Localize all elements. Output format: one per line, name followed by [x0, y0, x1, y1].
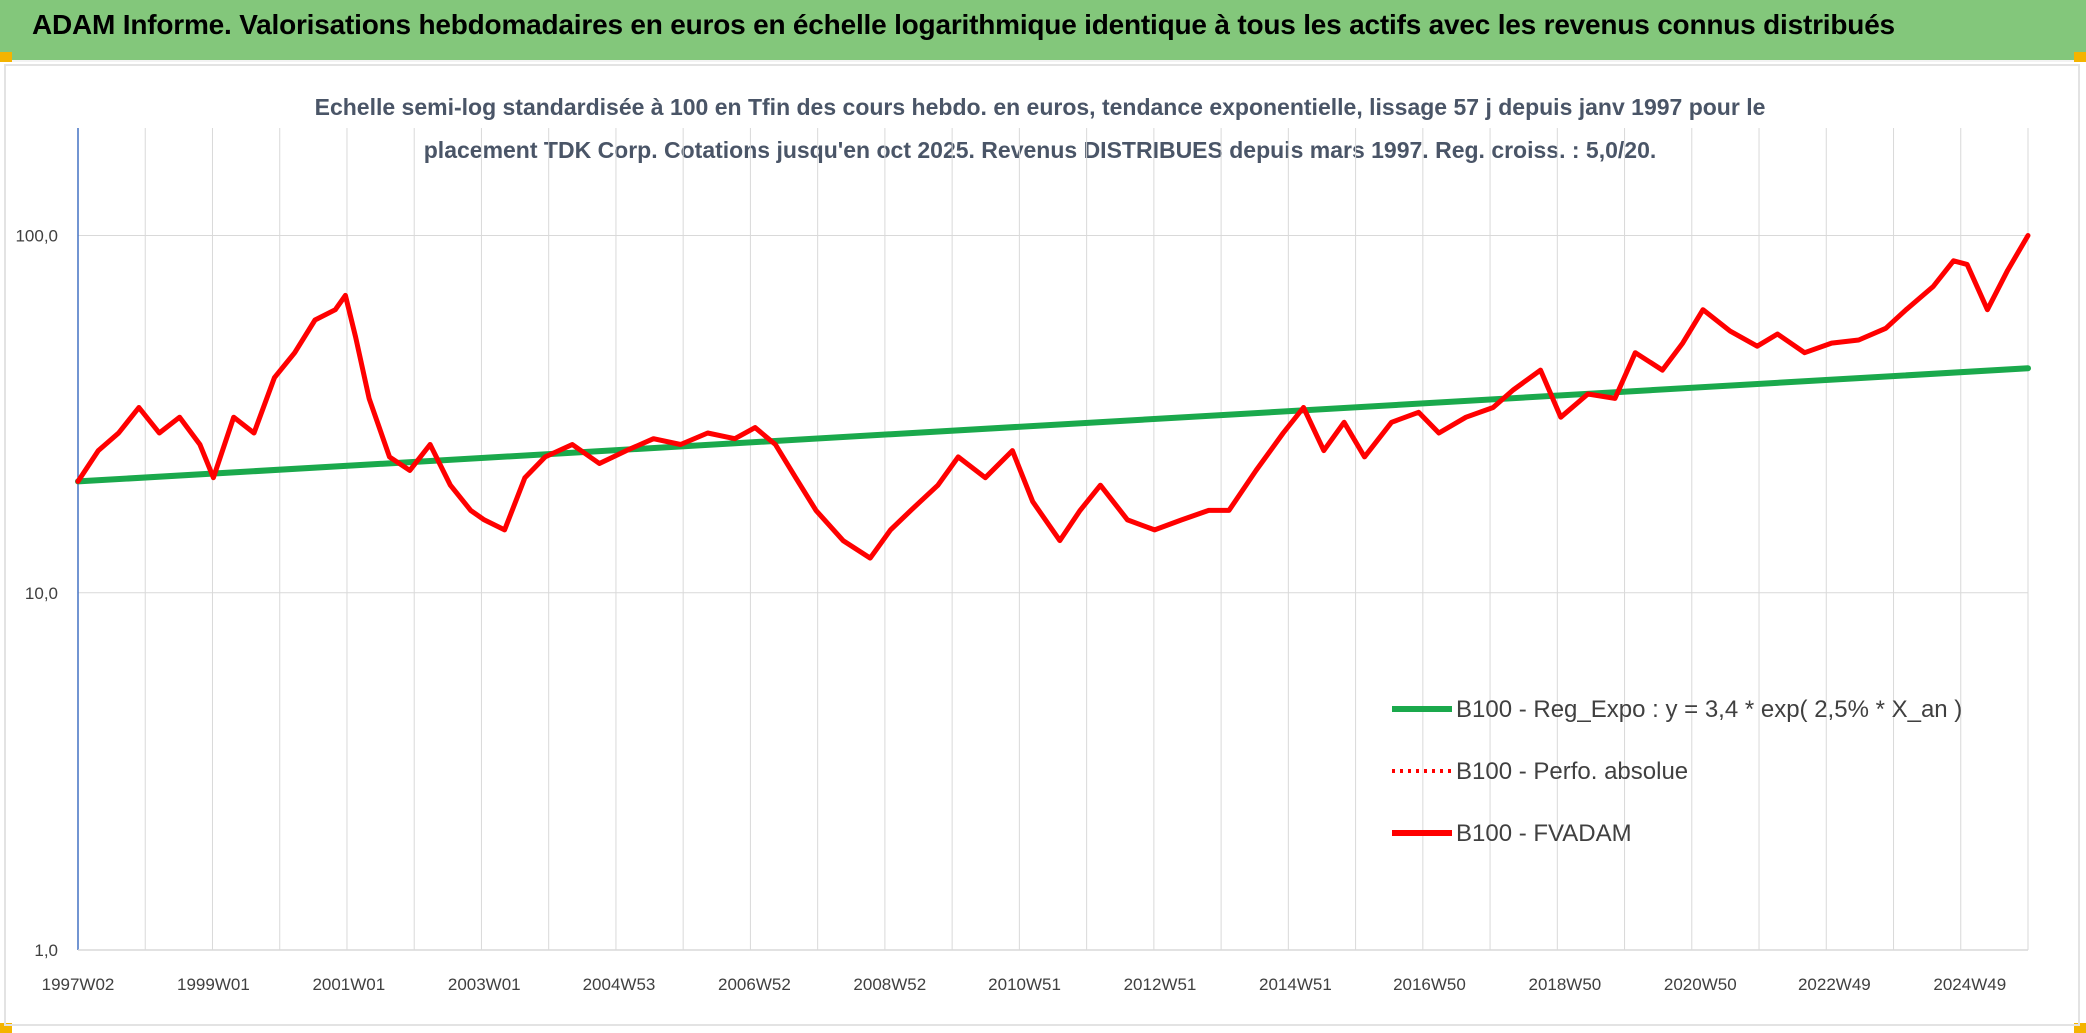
x-tick-label: 2006W52 [718, 975, 791, 994]
corner-accent-bottom-right [2074, 1023, 2086, 1033]
report-banner: ADAM Informe. Valorisations hebdomadaire… [0, 0, 2086, 62]
x-tick-label: 1999W01 [177, 975, 250, 994]
x-tick-label: 2018W50 [1528, 975, 1601, 994]
x-tick-label: 2008W52 [853, 975, 926, 994]
x-tick-label: 2004W53 [583, 975, 656, 994]
chart-title-line-2: placement TDK Corp. Cotations jusqu'en o… [423, 137, 1657, 163]
x-tick-label: 2014W51 [1259, 975, 1332, 994]
x-tick-label: 2010W51 [988, 975, 1061, 994]
x-tick-label: 2024W49 [1933, 975, 2006, 994]
x-tick-label: 2022W49 [1798, 975, 1871, 994]
corner-accent-right [2074, 52, 2086, 62]
chart-title: Echelle semi-log standardisée à 100 en T… [240, 86, 1840, 172]
x-tick-label: 2020W50 [1664, 975, 1737, 994]
regression-line [75, 365, 2031, 485]
x-tick-label: 1997W02 [42, 975, 115, 994]
chart-title-line-1: Echelle semi-log standardisée à 100 en T… [314, 94, 1766, 120]
legend: B100 - Reg_Expo : y = 3,4 * exp( 2,5% * … [1392, 696, 1962, 847]
corner-accent-left [0, 52, 12, 62]
y-tick-label: 10,0 [25, 584, 58, 603]
x-tick-label: 2016W50 [1393, 975, 1466, 994]
fvadam-line [75, 233, 2031, 561]
corner-accent-bottom-left [0, 1023, 12, 1033]
y-tick-label: 1,0 [34, 941, 58, 960]
legend-label: B100 - FVADAM [1456, 820, 1632, 847]
x-tick-label: 2003W01 [448, 975, 521, 994]
x-tick-label: 2001W01 [312, 975, 385, 994]
x-tick-label: 2012W51 [1124, 975, 1197, 994]
gridlines [77, 128, 2029, 951]
legend-label: B100 - Reg_Expo : y = 3,4 * exp( 2,5% * … [1456, 696, 1962, 723]
y-tick-label: 100,0 [15, 227, 58, 246]
series-lines [75, 233, 2031, 561]
chart-frame [4, 64, 2080, 1026]
report-title: ADAM Informe. Valorisations hebdomadaire… [32, 9, 1895, 40]
legend-label: B100 - Perfo. absolue [1456, 758, 1688, 785]
axes: 1,0 10,0 100,0 1997W02 1999W01 2001W01 2003W01… [15, 128, 2028, 994]
